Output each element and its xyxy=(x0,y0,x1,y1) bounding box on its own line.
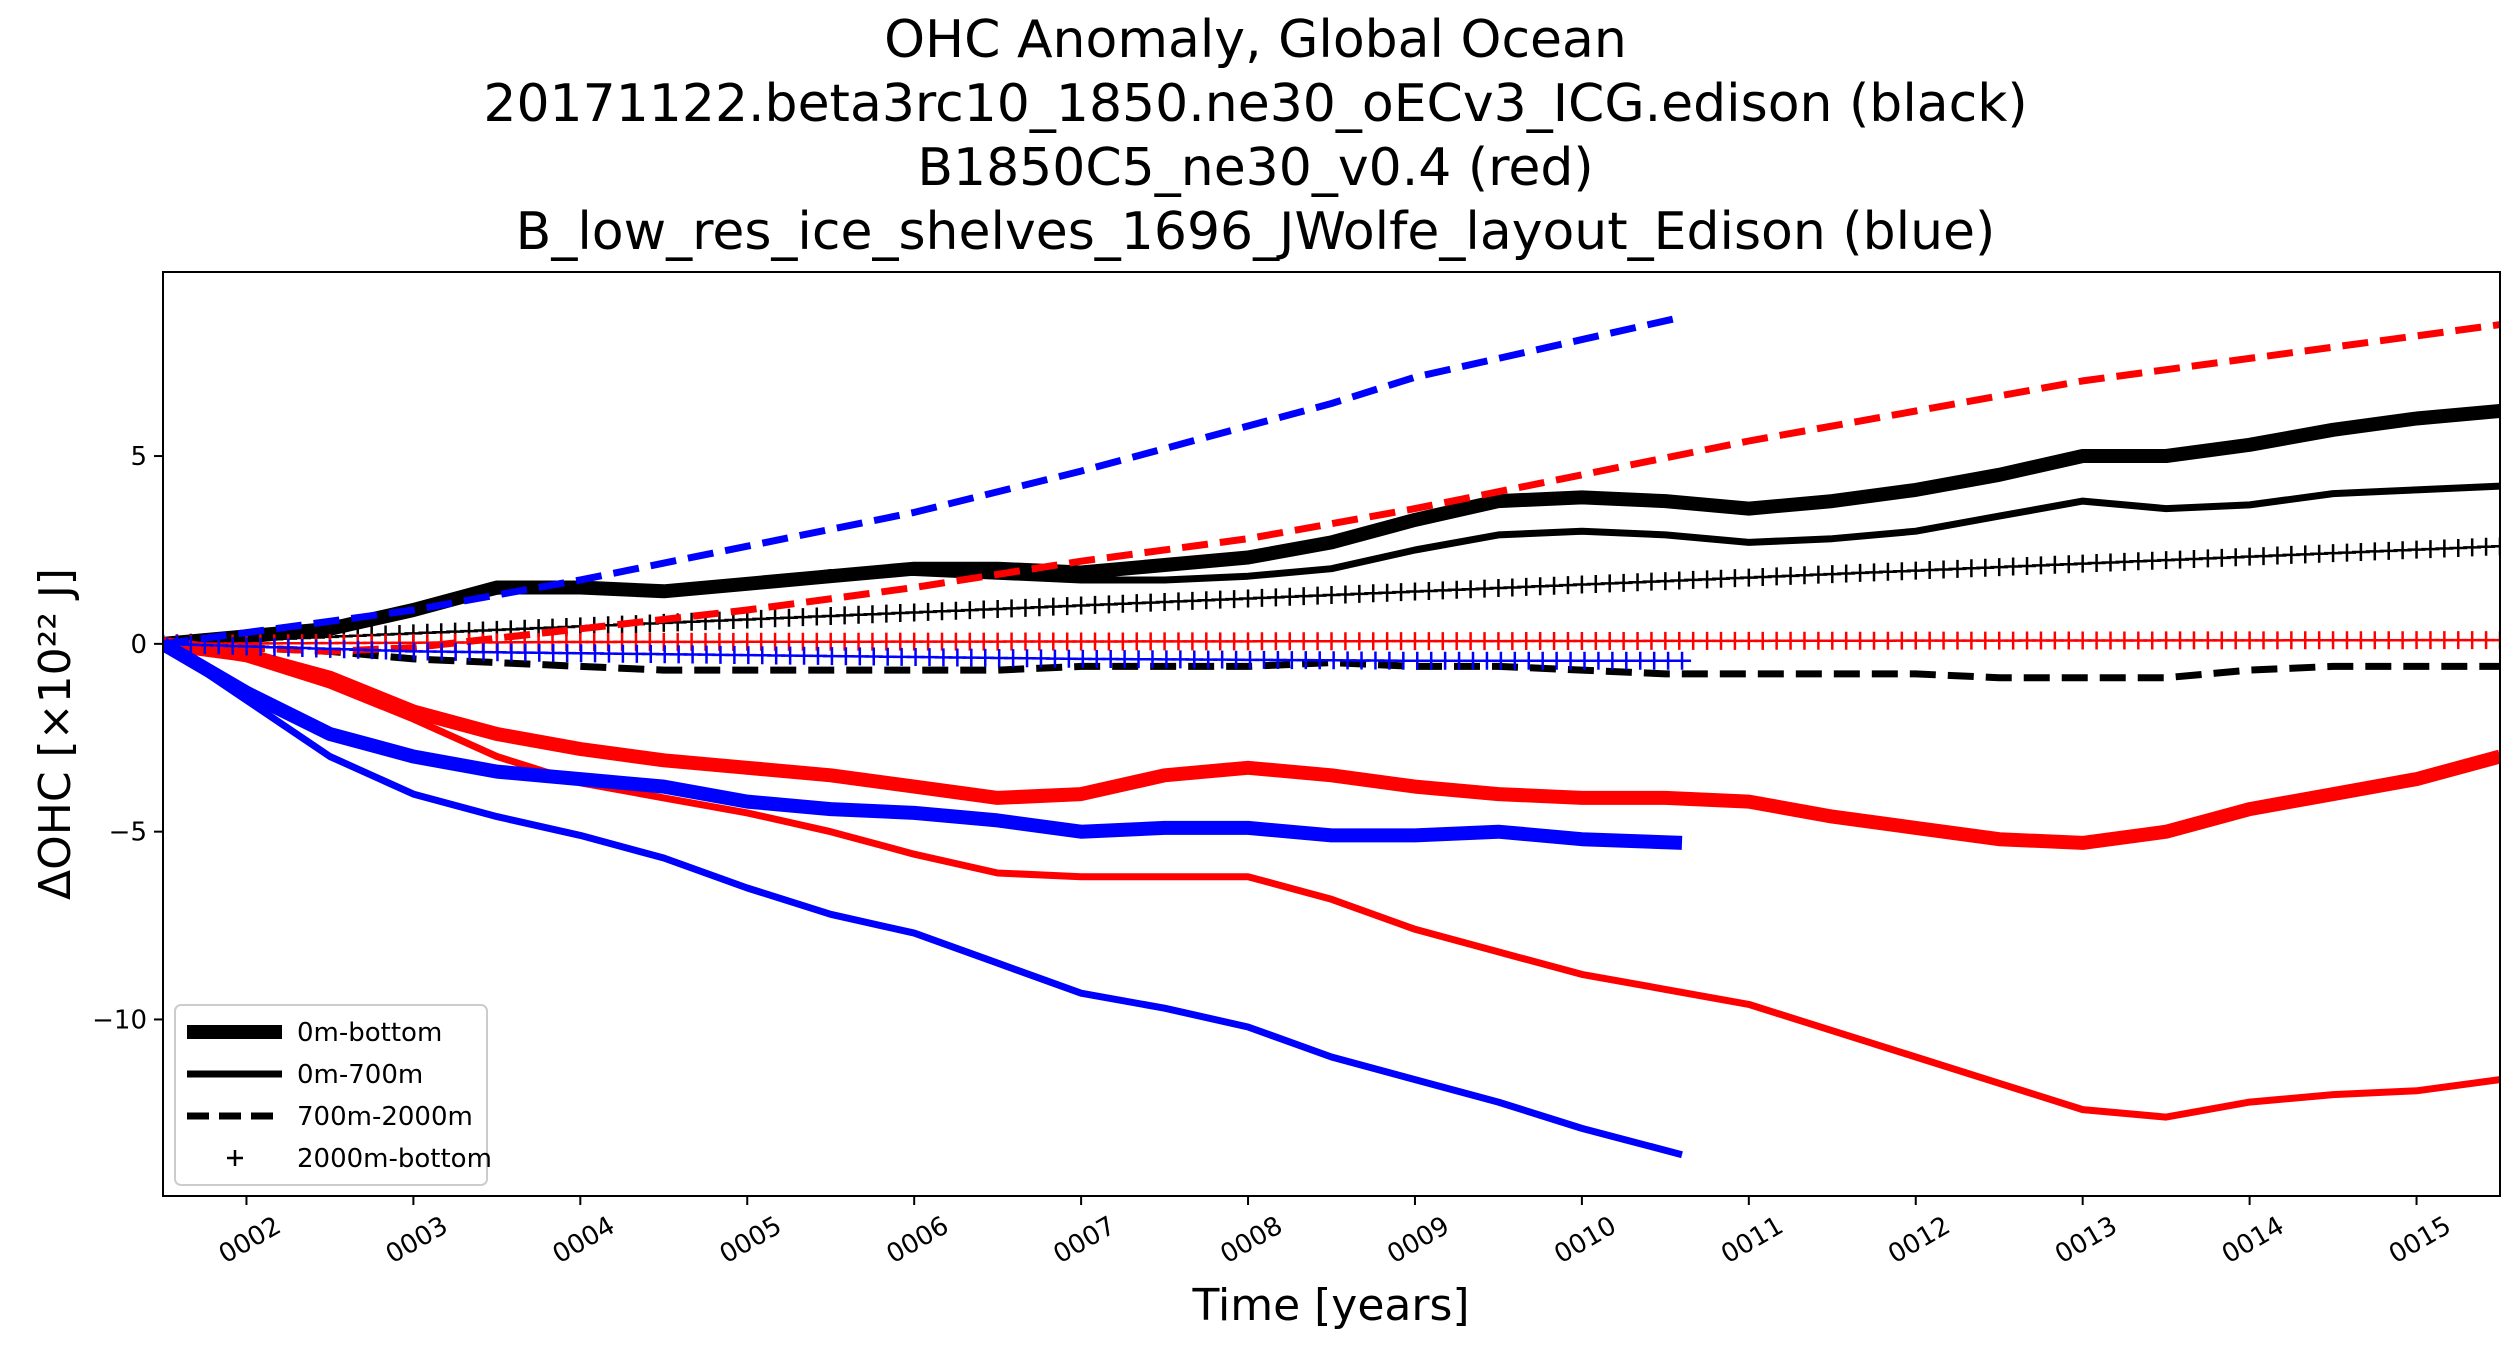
x-tick-label: 0011 xyxy=(1716,1211,1788,1270)
x-tick-label: 0013 xyxy=(2050,1211,2122,1270)
plus-marker xyxy=(2491,537,2500,556)
legend-label: 0m-700m xyxy=(297,1060,423,1090)
x-tick-label: 0004 xyxy=(548,1211,620,1270)
series-red-dashed xyxy=(163,321,2500,655)
title-line-3: B1850C5_ne30_v0.4 (red) xyxy=(917,138,1594,198)
y-tick-label: 0 xyxy=(130,630,147,660)
series-black-dashed xyxy=(163,640,2500,682)
x-tick-label: 0002 xyxy=(214,1211,286,1270)
legend-swatch xyxy=(227,1150,243,1166)
series-black-solid xyxy=(163,482,2500,648)
x-tick-label: 0015 xyxy=(2384,1211,2456,1270)
y-tick-label: −5 xyxy=(109,818,147,848)
x-tick-label: 0009 xyxy=(1382,1211,1454,1270)
legend: 0m-bottom 0m-700m 700m-2000m 2000m-bottom xyxy=(174,1004,492,1186)
x-tick-label: 0005 xyxy=(715,1211,787,1270)
plot-frame xyxy=(162,271,2501,1197)
legend-label: 700m-2000m xyxy=(297,1102,473,1132)
x-tick-label: 0006 xyxy=(882,1211,954,1270)
plus-marker xyxy=(1673,651,1692,670)
series-blue-dashed xyxy=(163,313,1683,648)
legend-label: 0m-bottom xyxy=(297,1018,442,1048)
x-axis-label: Time [years] xyxy=(1191,1280,1469,1331)
series-blue-thick xyxy=(163,637,1683,850)
series-red-solid xyxy=(163,640,2500,1121)
plus-marker xyxy=(2491,631,2500,650)
legend-label: 2000m-bottom xyxy=(297,1144,492,1174)
series-black-thick xyxy=(163,404,2500,651)
series-blue-2000m-bottom xyxy=(163,634,1692,670)
series-red-thick xyxy=(163,636,2500,850)
y-tick-label: 5 xyxy=(130,442,147,472)
x-tick-label: 0008 xyxy=(1215,1211,1287,1270)
x-tick-label: 0014 xyxy=(2217,1211,2289,1270)
title-line-2: 20171122.beta3rc10_1850.ne30_oECv3_ICG.e… xyxy=(483,74,2028,134)
x-tick-label: 0007 xyxy=(1049,1211,1121,1270)
legend-box xyxy=(174,1004,488,1186)
series-blue-solid xyxy=(163,640,1683,1159)
x-tick-label: 0012 xyxy=(1883,1211,1955,1270)
title-line-1: OHC Anomaly, Global Ocean xyxy=(884,10,1627,70)
y-tick-label: −10 xyxy=(92,1005,147,1035)
x-tick-label: 0010 xyxy=(1549,1211,1621,1270)
x-tick-label: 0003 xyxy=(381,1211,453,1270)
chart-title: OHC Anomaly, Global Ocean 20171122.beta3… xyxy=(0,8,2511,264)
title-line-4: B_low_res_ice_shelves_1696_JWolfe_layout… xyxy=(515,202,1996,262)
y-axis-label: ΔOHC [×10²² J] xyxy=(30,568,81,900)
series-layer xyxy=(163,313,2500,1159)
